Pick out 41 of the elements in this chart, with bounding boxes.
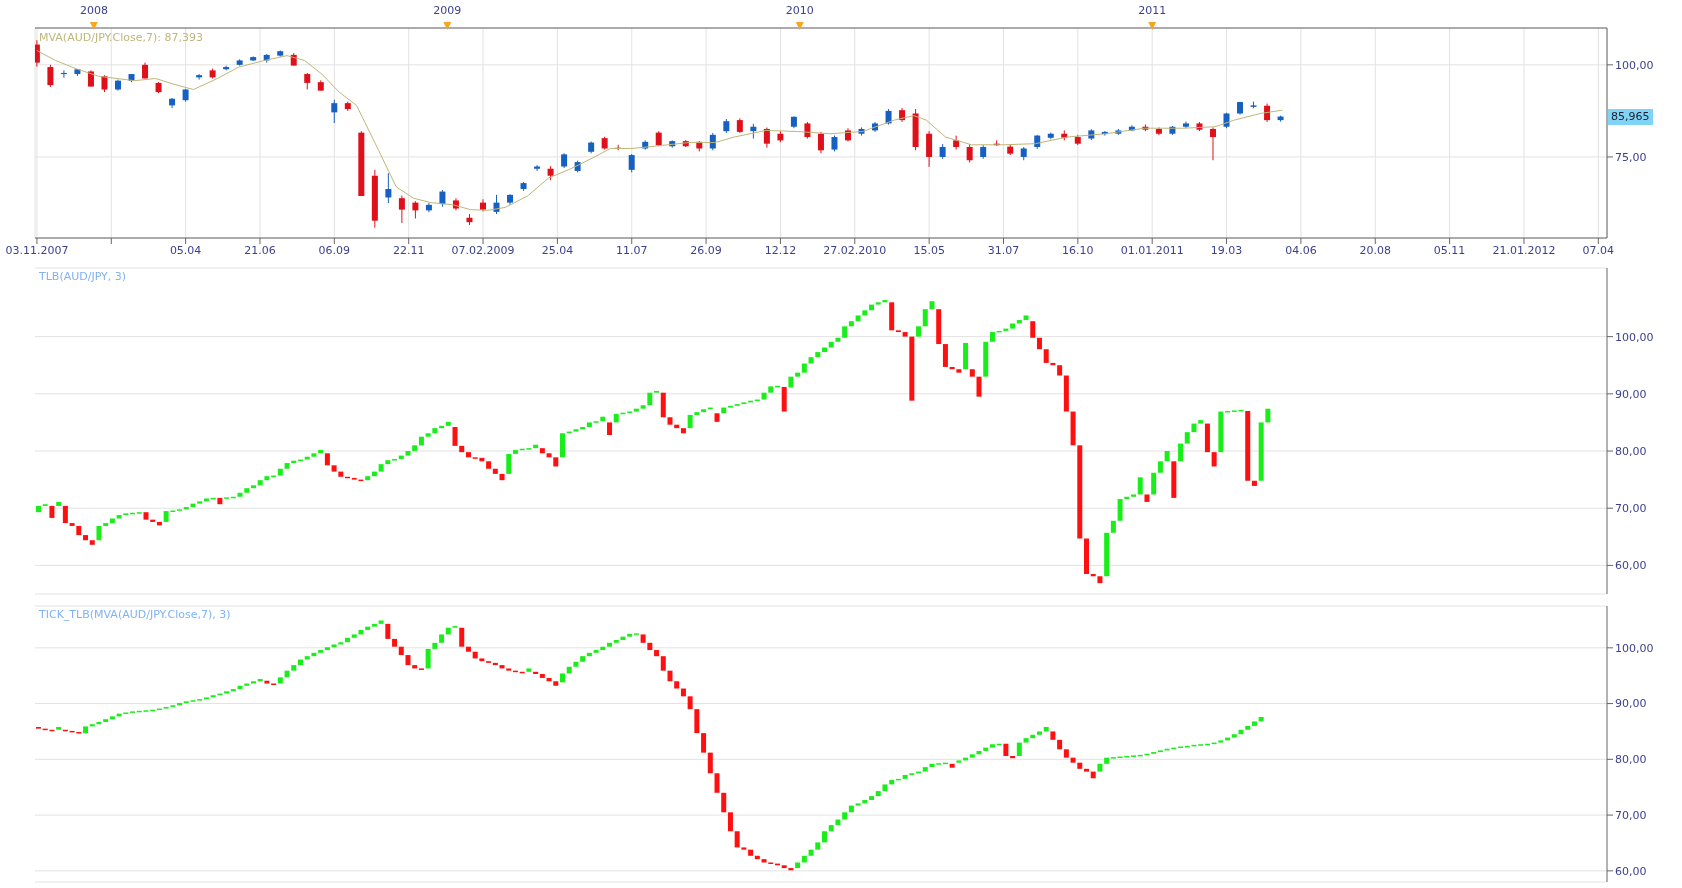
- y-tick-label: 100,00: [1615, 330, 1654, 344]
- x-tick-label: 05.11: [1433, 243, 1466, 257]
- x-tick-label: 20.08: [1359, 243, 1392, 257]
- x-tick-label: 07.04: [1582, 243, 1615, 257]
- x-tick-label: 05.04: [169, 243, 202, 257]
- x-tick-label: 27.02.2010: [823, 243, 887, 257]
- x2-tick-label: 2008: [79, 4, 108, 17]
- x-tick-label: 21.06: [244, 243, 276, 257]
- x-tick-label: 31.07: [987, 243, 1020, 257]
- y-tick-label: 100,00: [1615, 58, 1654, 72]
- text: 85,965: [1608, 108, 1653, 125]
- x-tick-label: 21.01.2012: [1492, 243, 1556, 257]
- x-tick-label: 12.12: [764, 243, 797, 257]
- x2-tick-label: 2009: [433, 4, 462, 17]
- y-tick-label: 100,00: [1615, 641, 1654, 655]
- x-tick-label: 04.06: [1285, 243, 1317, 257]
- series-label: MVA(AUD/JPY.Close,7): 87,393: [39, 31, 203, 44]
- x-tick-label: 01.01.2011: [1120, 243, 1184, 257]
- y-tick-label: 60,00: [1615, 559, 1647, 573]
- x2-tick-label: 2011: [1138, 4, 1167, 17]
- x-tick-label: 25.04: [541, 243, 574, 257]
- y-tick-label: 90,00: [1615, 697, 1647, 711]
- y-tick-label: 75,00: [1615, 150, 1647, 164]
- chart-title: TLB(AUD/JPY, 3): [39, 270, 127, 283]
- x-tick-label: 07.02.2009: [451, 243, 515, 257]
- chart-title: TICK_TLB(MVA(AUD/JPY.Close,7), 3): [39, 608, 231, 621]
- x2-tick-label: 2010: [785, 4, 814, 17]
- x-tick-label: 06.09: [318, 243, 351, 257]
- y-tick-label: 80,00: [1615, 444, 1647, 458]
- y-tick-label: 70,00: [1615, 809, 1647, 822]
- y-tick-label: 70,00: [1615, 502, 1647, 516]
- x-tick-label: 03.11.2007: [5, 243, 69, 257]
- x-tick-label: 15.05: [913, 243, 945, 257]
- y-tick-label: 60,00: [1615, 864, 1647, 878]
- x-tick-label: 19.03: [1210, 243, 1243, 257]
- y-tick-label: 80,00: [1615, 753, 1647, 767]
- x-tick-label: 22.11: [392, 243, 425, 257]
- x-tick-label: 26.09: [690, 243, 722, 257]
- x-tick-label: 11.07: [615, 243, 648, 257]
- x-tick-label: 16.10: [1062, 243, 1094, 257]
- y-tick-label: 90,00: [1615, 387, 1647, 401]
